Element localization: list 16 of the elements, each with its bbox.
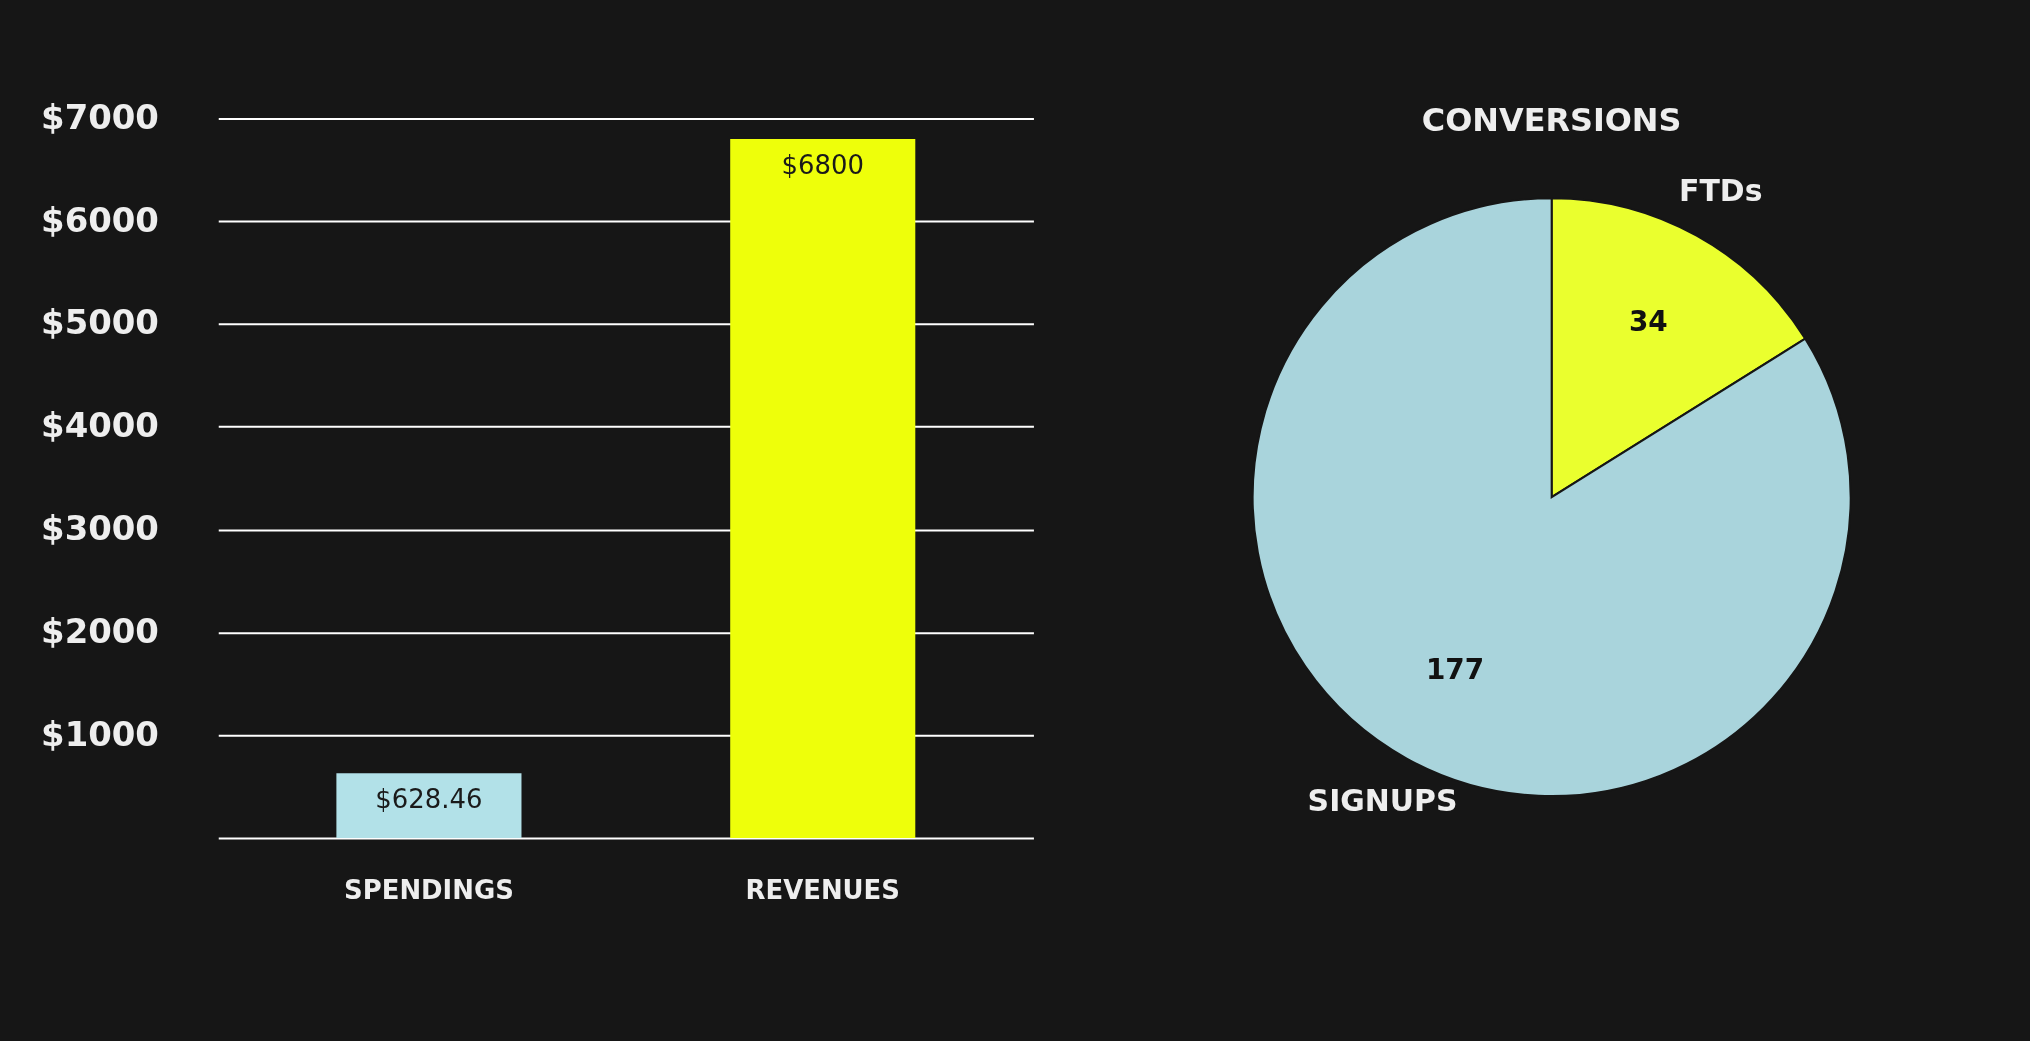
y-tick-label: $4000 <box>41 406 159 446</box>
y-tick-label: $3000 <box>41 509 159 549</box>
x-tick-label: REVENUES <box>745 875 900 906</box>
data-label: $6800 <box>781 149 864 180</box>
data-label: $628.46 <box>375 784 483 815</box>
y-tick-label: $5000 <box>41 303 159 343</box>
y-tick-label: $2000 <box>41 611 159 651</box>
data-label: 177 <box>1425 653 1485 687</box>
y-tick-label: $6000 <box>41 200 159 240</box>
slice-label: SIGNUPS <box>1307 783 1458 819</box>
y-tick-label: $1000 <box>41 714 159 754</box>
data-label: 34 <box>1628 304 1668 338</box>
chart-title: CONVERSIONS <box>1421 101 1682 140</box>
x-tick-label: SPENDINGS <box>344 875 514 906</box>
y-tick-label: $7000 <box>41 97 159 137</box>
slice-label: FTDs <box>1679 173 1763 209</box>
